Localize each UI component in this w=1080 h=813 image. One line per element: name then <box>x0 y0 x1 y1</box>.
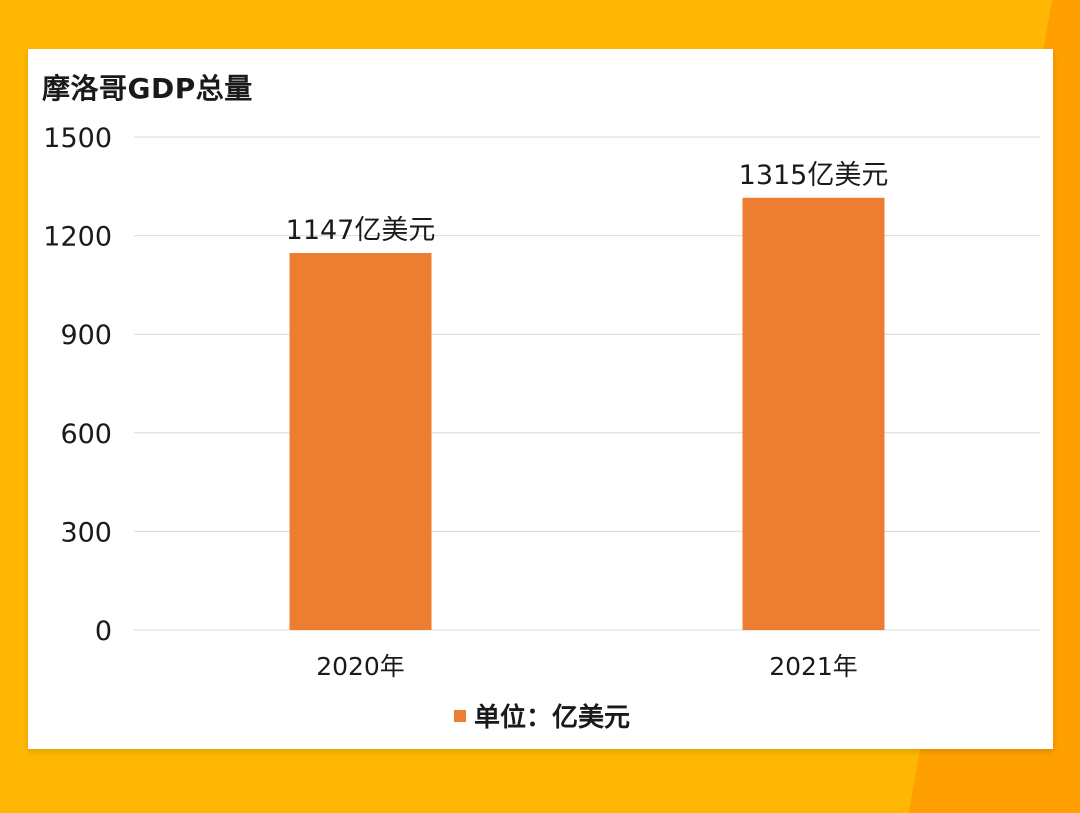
y-tick-label: 300 <box>60 517 112 548</box>
x-tick-label: 2020年 <box>316 652 405 681</box>
data-labels: 1147亿美元 1315亿美元 <box>286 160 889 246</box>
y-tick-label: 600 <box>60 419 112 450</box>
y-tick-label: 1200 <box>43 222 112 253</box>
x-axis-tick-labels: 2020年 2021年 <box>316 652 858 681</box>
chart-title: 摩洛哥GDP总量 <box>42 72 253 105</box>
bar-1 <box>289 253 432 630</box>
data-label: 1147亿美元 <box>286 215 436 246</box>
x-tick-label: 2021年 <box>769 652 858 681</box>
y-tick-label: 900 <box>60 320 112 351</box>
y-tick-label: 1500 <box>43 123 112 154</box>
legend-label: 单位：亿美元 <box>474 703 631 733</box>
bars <box>289 197 885 630</box>
y-axis-tick-labels: 1500 1200 900 600 300 0 <box>43 123 112 647</box>
gridlines <box>134 136 1040 631</box>
data-label: 1315亿美元 <box>739 160 889 191</box>
y-tick-label: 0 <box>95 616 112 647</box>
legend-swatch <box>454 709 466 722</box>
chart-card: 摩洛哥GDP总量 1500 1200 900 600 300 0 1147亿美元 1315亿… <box>28 49 1053 749</box>
legend: 单位：亿美元 <box>454 697 630 734</box>
bar-2 <box>742 197 885 630</box>
